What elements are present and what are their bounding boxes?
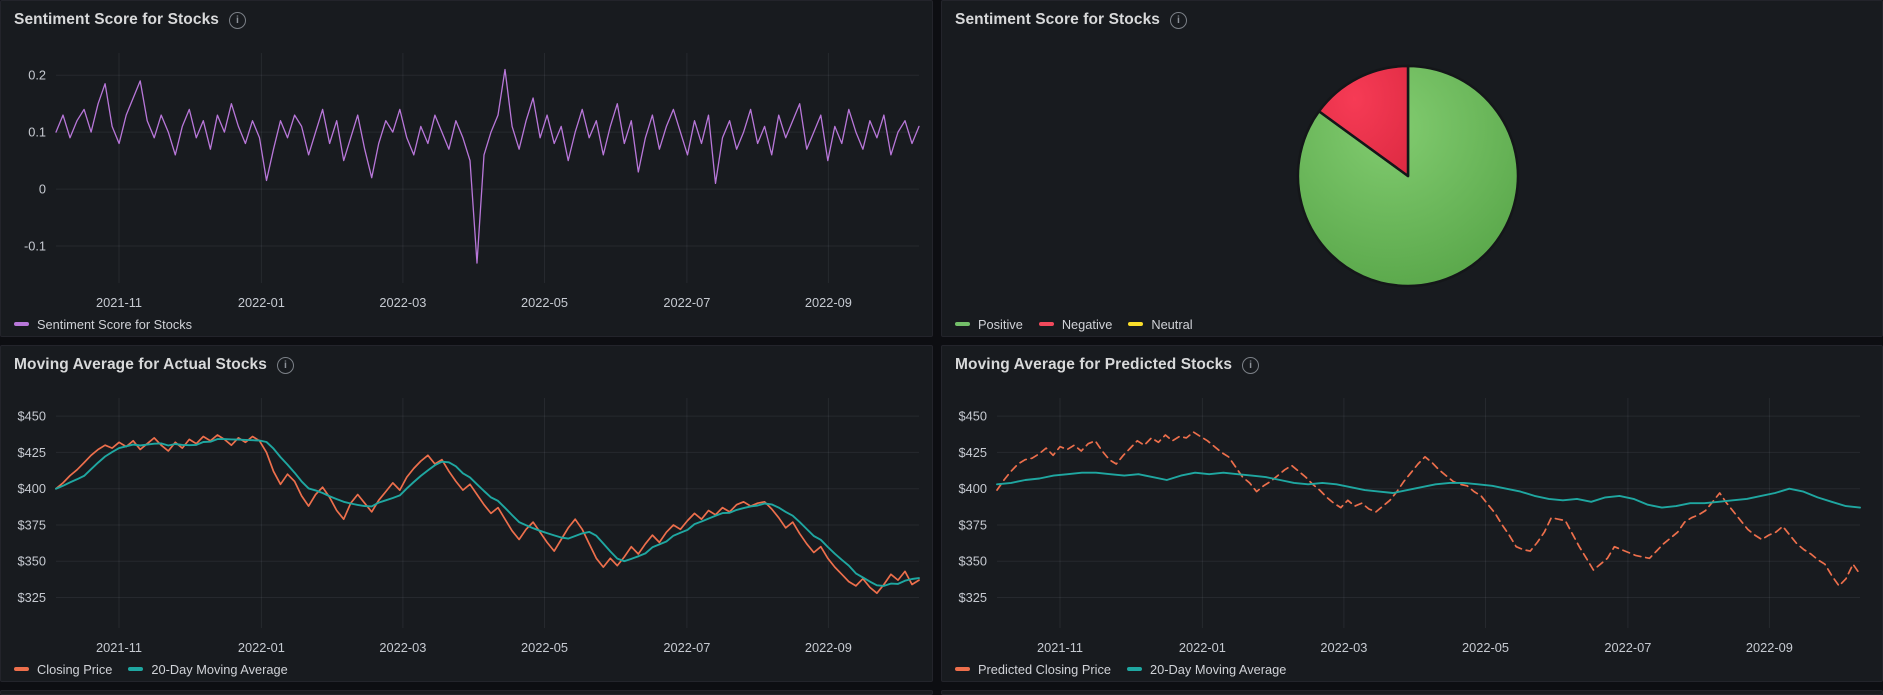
- svg-text:2022-01: 2022-01: [1179, 640, 1226, 655]
- legend-item[interactable]: Negative: [1038, 316, 1113, 332]
- panel-sentiment-line: Sentiment Score for Stocks i 0.2 0.1 0 -0.1…: [0, 0, 933, 337]
- svg-text:$350: $350: [959, 554, 987, 569]
- panel-title[interactable]: Moving Average for Actual Stocks: [14, 356, 267, 373]
- svg-text:$375: $375: [959, 518, 987, 533]
- info-icon[interactable]: i: [1170, 11, 1188, 29]
- predicted-stocks-chart[interactable]: $450 $425 $400 $375 $350 $325 2021-11 2022-01 20…: [942, 384, 1882, 655]
- svg-text:2022-09: 2022-09: [1746, 640, 1793, 655]
- info-icon[interactable]: i: [1242, 356, 1260, 374]
- sentiment-line-chart[interactable]: 0.2 0.1 0 -0.1 2021-11 2022-01 2022-03 2022-05 2…: [1, 39, 932, 310]
- svg-text:2022-01: 2022-01: [238, 640, 285, 655]
- svg-text:2022-03: 2022-03: [1320, 640, 1367, 655]
- legend-item-label: Positive: [978, 316, 1023, 332]
- svg-text:2022-03: 2022-03: [379, 640, 426, 655]
- svg-text:$425: $425: [18, 445, 46, 460]
- svg-text:0.1: 0.1: [28, 125, 46, 140]
- legend-item-label: Sentiment Score for Stocks: [37, 316, 193, 332]
- svg-text:2022-05: 2022-05: [521, 640, 568, 655]
- svg-text:2021-11: 2021-11: [1037, 640, 1083, 655]
- svg-text:2022-05: 2022-05: [521, 295, 568, 310]
- legend-swatch: [955, 667, 970, 671]
- legend-item[interactable]: 20-Day Moving Average: [1127, 662, 1286, 677]
- svg-text:2022-05: 2022-05: [1462, 640, 1509, 655]
- legend-swatch: [128, 667, 144, 671]
- legend-item[interactable]: 20-Day Moving Average: [128, 661, 288, 677]
- legend-item[interactable]: Positive: [955, 317, 1023, 332]
- partial-panel: [0, 690, 933, 695]
- svg-text:$375: $375: [18, 518, 46, 533]
- svg-text:2022-07: 2022-07: [663, 295, 710, 310]
- actual-stocks-chart[interactable]: $450 $425 $400 $375 $350 $325 2021-11 2022-01 20…: [1, 384, 932, 655]
- svg-text:2022-01: 2022-01: [238, 295, 285, 310]
- svg-text:$400: $400: [959, 481, 987, 496]
- legend-swatch: [955, 322, 970, 326]
- svg-text:2022-09: 2022-09: [805, 295, 852, 310]
- legend: Sentiment Score for Stocks: [1, 310, 932, 336]
- info-icon[interactable]: i: [229, 11, 247, 29]
- legend-swatch: [14, 667, 29, 671]
- legend-item-label: Closing Price: [37, 661, 113, 677]
- legend-item-label: Negative: [1061, 316, 1113, 332]
- svg-text:$325: $325: [959, 590, 987, 605]
- svg-text:2022-09: 2022-09: [805, 640, 852, 655]
- legend: Positive Negative Neutral: [942, 310, 1882, 336]
- svg-text:-0.1: -0.1: [24, 239, 46, 254]
- svg-text:$450: $450: [18, 409, 46, 424]
- panel-sentiment-pie: Sentiment Score for Stocks i Positive Neg…: [941, 0, 1883, 337]
- svg-text:2022-07: 2022-07: [1604, 640, 1651, 655]
- panel-moving-average-actual: Moving Average for Actual Stocks i $450 $…: [0, 345, 933, 682]
- panel-title[interactable]: Moving Average for Predicted Stocks: [955, 356, 1233, 373]
- legend-item-label: 20-Day Moving Average: [151, 661, 288, 677]
- legend-swatch: [14, 322, 29, 326]
- svg-text:2021-11: 2021-11: [96, 295, 142, 310]
- svg-text:$400: $400: [18, 481, 46, 496]
- panel-header: Sentiment Score for Stocks i: [1, 1, 932, 39]
- panel-title[interactable]: Sentiment Score for Stocks: [955, 11, 1161, 28]
- svg-text:2021-11: 2021-11: [96, 640, 142, 655]
- legend-swatch: [1128, 322, 1144, 326]
- legend: Predicted Closing Price 20-Day Moving Ave…: [942, 655, 1882, 681]
- info-icon[interactable]: i: [276, 356, 294, 374]
- panel-header: Moving Average for Predicted Stocks i: [942, 346, 1882, 384]
- legend-swatch: [1127, 667, 1143, 671]
- sentiment-pie-chart[interactable]: [942, 39, 1882, 310]
- legend: Closing Price 20-Day Moving Average: [1, 655, 932, 681]
- panel-header: Moving Average for Actual Stocks i: [1, 346, 932, 384]
- legend-item[interactable]: Closing Price: [14, 662, 112, 677]
- svg-text:$425: $425: [959, 445, 987, 460]
- svg-text:0: 0: [39, 182, 46, 197]
- svg-text:$350: $350: [18, 554, 46, 569]
- legend-item-label: Neutral: [1151, 316, 1193, 332]
- legend-item[interactable]: Neutral: [1128, 316, 1193, 332]
- partial-panel: [941, 690, 1883, 695]
- legend-item-label: 20-Day Moving Average: [1150, 661, 1287, 677]
- panel-title[interactable]: Sentiment Score for Stocks: [14, 11, 220, 28]
- svg-text:2022-03: 2022-03: [379, 295, 426, 310]
- panel-header: Sentiment Score for Stocks i: [942, 1, 1882, 39]
- legend-item[interactable]: Predicted Closing Price: [955, 662, 1111, 677]
- svg-text:2022-07: 2022-07: [663, 640, 710, 655]
- legend-item-label: Predicted Closing Price: [978, 661, 1112, 677]
- svg-text:0.2: 0.2: [28, 68, 46, 83]
- panel-moving-average-predicted: Moving Average for Predicted Stocks i $4…: [941, 345, 1883, 682]
- svg-text:$450: $450: [959, 409, 987, 424]
- svg-text:$325: $325: [18, 590, 46, 605]
- legend-swatch: [1038, 322, 1054, 326]
- legend-item[interactable]: Sentiment Score for Stocks: [14, 317, 192, 332]
